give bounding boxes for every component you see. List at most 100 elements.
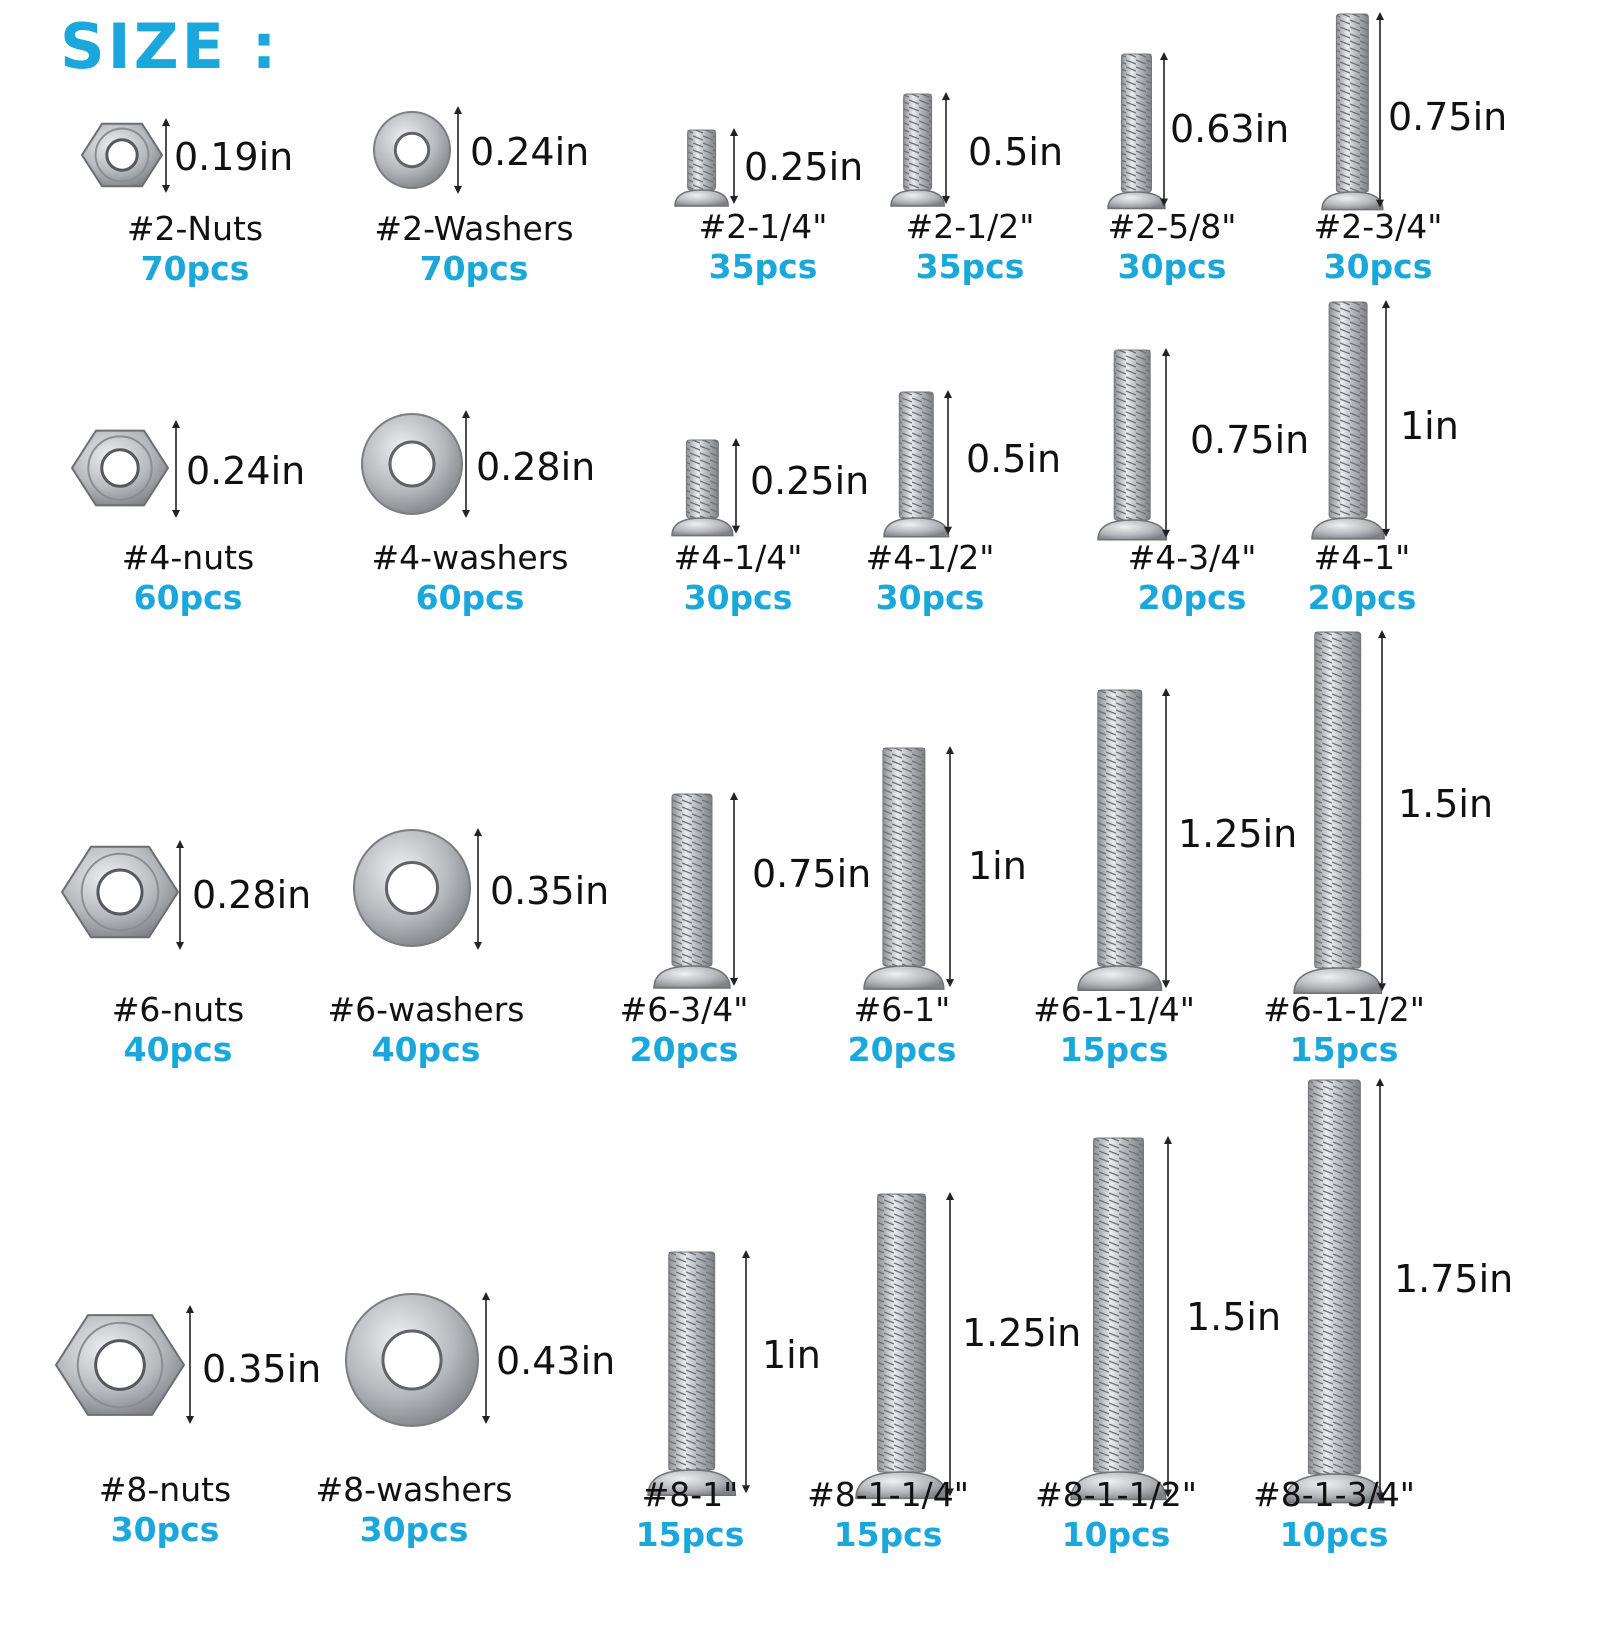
screw-icon	[670, 439, 734, 537]
screw-count: 30pcs	[683, 578, 793, 617]
dimension-arrow	[1376, 1078, 1384, 1501]
screw-size-label: 1.75in	[1394, 1257, 1514, 1301]
screw-icon	[1311, 301, 1385, 540]
washer-name: #8-washers	[315, 1470, 513, 1509]
screw-size-label: 1in	[968, 844, 1027, 888]
screw-icon	[863, 747, 945, 990]
dimension-arrow	[1162, 688, 1170, 989]
screw-count: 35pcs	[708, 247, 818, 286]
screw-name: #8-1-3/4"	[1253, 1475, 1415, 1514]
dimension-arrow	[730, 792, 738, 986]
dimension-arrow	[172, 420, 180, 518]
nut-name: #2-Nuts	[126, 209, 264, 248]
screw-count: 15pcs	[1289, 1030, 1399, 1069]
screw-size-label: 0.75in	[1190, 418, 1310, 462]
dimension-arrow	[1164, 1136, 1172, 1498]
screw-size-label: 1.25in	[962, 1311, 1082, 1355]
screw-name: #2-1/2"	[905, 207, 1035, 246]
screw-count: 15pcs	[635, 1515, 745, 1554]
washer-icon	[373, 111, 451, 189]
nut-icon	[60, 845, 180, 939]
washer-count: 60pcs	[415, 578, 525, 617]
dimension-arrow	[730, 128, 738, 204]
dimension-arrow	[944, 390, 952, 535]
screw-icon	[653, 793, 731, 989]
nut-icon	[54, 1314, 186, 1416]
screw-name: #6-3/4"	[619, 990, 749, 1029]
dimension-arrow	[186, 1305, 194, 1424]
washer-name: #4-washers	[371, 538, 569, 577]
screw-icon	[674, 129, 730, 207]
screw-size-label: 0.63in	[1170, 107, 1290, 151]
dimension-arrow	[732, 438, 740, 534]
dimension-arrow	[1162, 348, 1170, 538]
screw-size-label: 1.5in	[1398, 782, 1494, 826]
screw-icon	[647, 1251, 737, 1497]
screw-icon	[1106, 53, 1166, 210]
nut-name: #8-nuts	[98, 1470, 232, 1509]
screw-name: #8-1"	[641, 1475, 739, 1514]
washer-size-label: 0.43in	[496, 1339, 616, 1383]
nut-icon	[70, 429, 170, 507]
screw-size-label: 0.5in	[966, 437, 1062, 481]
screw-name: #4-1"	[1313, 538, 1411, 577]
nut-count: 40pcs	[123, 1030, 233, 1069]
screw-size-label: 0.25in	[750, 459, 870, 503]
washer-size-label: 0.35in	[490, 869, 610, 913]
screw-count: 20pcs	[847, 1030, 957, 1069]
nut-count: 30pcs	[110, 1510, 220, 1549]
screw-icon	[1320, 13, 1384, 211]
nut-size-label: 0.19in	[174, 135, 294, 179]
dimension-arrow	[462, 410, 470, 518]
nut-count: 70pcs	[140, 249, 250, 288]
screw-count: 10pcs	[1061, 1515, 1171, 1554]
screw-count: 35pcs	[915, 247, 1025, 286]
screw-name: #6-1-1/4"	[1033, 990, 1195, 1029]
dimension-arrow	[946, 1192, 954, 1497]
dimension-arrow	[1382, 300, 1390, 537]
dimension-arrow	[942, 92, 950, 204]
washer-count: 30pcs	[359, 1510, 469, 1549]
dimension-arrow	[162, 118, 170, 193]
screw-icon	[855, 1193, 949, 1500]
screw-size-label: 0.75in	[1388, 95, 1508, 139]
screw-icon	[882, 391, 950, 538]
dimension-arrow	[1378, 630, 1386, 992]
screw-size-label: 0.25in	[744, 145, 864, 189]
page-title: SIZE :	[60, 10, 280, 83]
dimension-arrow	[482, 1292, 490, 1424]
washer-icon	[361, 413, 463, 515]
screw-name: #4-1/4"	[673, 538, 803, 577]
dimension-arrow	[1160, 52, 1168, 207]
screw-count: 20pcs	[1307, 578, 1417, 617]
screw-icon	[890, 93, 946, 207]
screw-count: 20pcs	[1137, 578, 1247, 617]
screw-size-label: 1in	[1400, 404, 1459, 448]
washer-size-label: 0.28in	[476, 445, 596, 489]
screw-icon	[1069, 1137, 1167, 1501]
washer-count: 40pcs	[371, 1030, 481, 1069]
nut-name: #6-nuts	[111, 990, 245, 1029]
nut-size-label: 0.28in	[192, 873, 312, 917]
screw-name: #6-1"	[853, 990, 951, 1029]
screw-name: #4-3/4"	[1127, 538, 1257, 577]
screw-name: #8-1-1/2"	[1035, 1475, 1197, 1514]
dimension-arrow	[742, 1250, 750, 1494]
screw-count: 15pcs	[833, 1515, 943, 1554]
screw-name: #2-3/4"	[1313, 207, 1443, 246]
screw-name: #8-1-1/4"	[807, 1475, 969, 1514]
nut-size-label: 0.35in	[202, 1347, 322, 1391]
screw-icon	[1293, 631, 1383, 995]
screw-name: #2-1/4"	[698, 207, 828, 246]
washer-size-label: 0.24in	[470, 130, 590, 174]
dimension-arrow	[1376, 12, 1384, 208]
washer-icon	[345, 1293, 479, 1427]
washer-icon	[353, 829, 471, 947]
dimension-arrow	[474, 828, 482, 950]
screw-icon	[1283, 1079, 1385, 1504]
dimension-arrow	[946, 746, 954, 988]
screw-icon	[1077, 689, 1163, 991]
screw-icon	[1097, 349, 1167, 541]
screw-name: #2-5/8"	[1107, 207, 1237, 246]
screw-count: 30pcs	[875, 578, 985, 617]
